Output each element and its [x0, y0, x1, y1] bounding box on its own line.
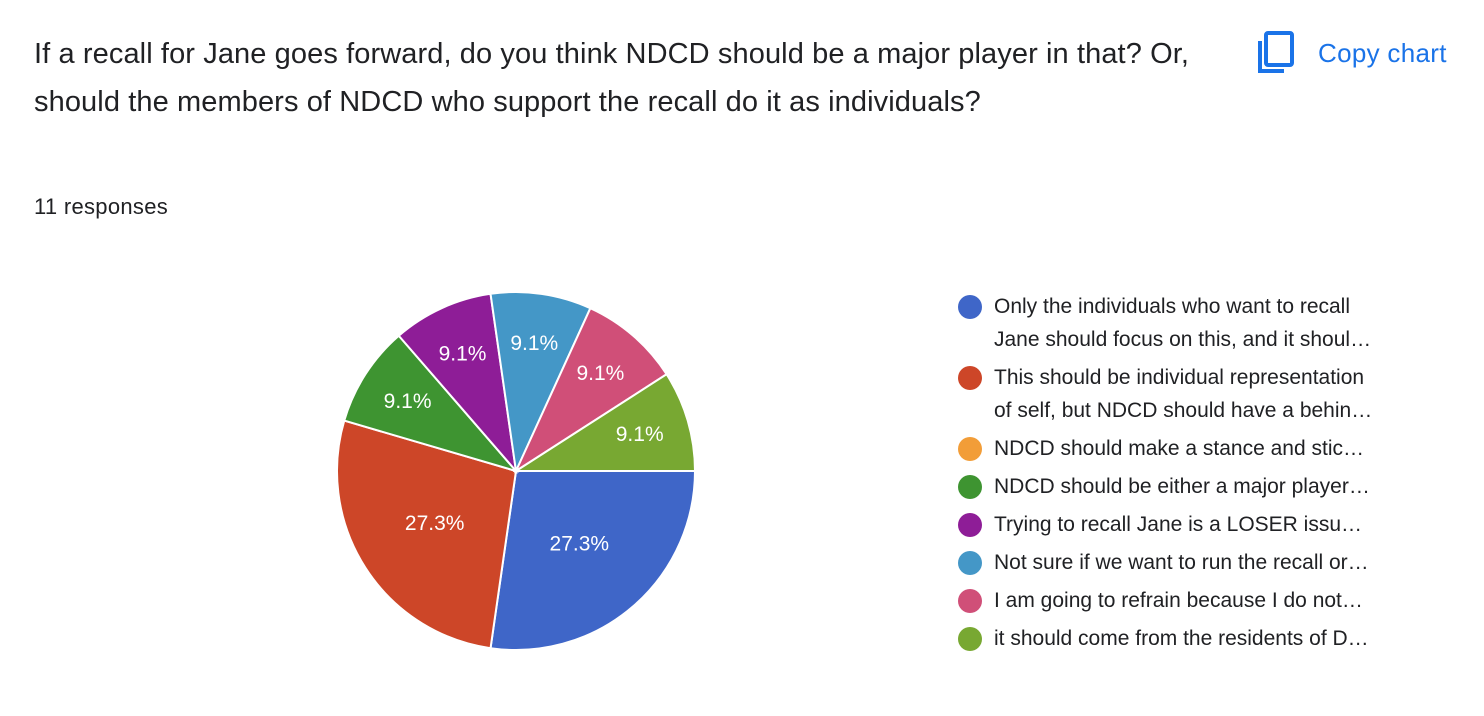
legend-swatch	[958, 295, 982, 319]
legend-item[interactable]: This should be individual representation…	[958, 361, 1438, 427]
question-title: If a recall for Jane goes forward, do yo…	[34, 38, 1190, 118]
legend-swatch	[958, 475, 982, 499]
legend-label-line: Only the individuals who want to recall	[994, 295, 1351, 318]
legend-item[interactable]: Not sure if we want to run the recall or…	[958, 546, 1438, 579]
legend-item[interactable]: NDCD should be either a major player…	[958, 470, 1438, 503]
slice-label-3: 9.1%	[384, 390, 432, 413]
pie-slice-1[interactable]	[336, 419, 518, 650]
pie-slice-3[interactable]	[343, 334, 519, 473]
legend-swatch	[958, 627, 982, 651]
response-count: 11 responses	[34, 194, 169, 219]
copy-chart-button[interactable]: Copy chart	[1250, 28, 1453, 78]
pie-chart: 27.3% 27.3% 9.1% 9.1% 9.1% 9.1% 9.1%	[336, 291, 697, 651]
chart-legend: Only the individuals who want to recall J…	[958, 290, 1438, 660]
slice-label-6: 9.1%	[576, 362, 624, 385]
legend-item[interactable]: Trying to recall Jane is a LOSER issu…	[958, 508, 1438, 541]
slice-label-1: 27.3%	[405, 512, 465, 535]
legend-label-line: This should be individual representation	[994, 366, 1365, 389]
slice-label-4: 9.1%	[439, 342, 487, 365]
slice-label-7: 9.1%	[616, 423, 664, 446]
legend-label-line: Jane should focus on this, and it shoul…	[994, 328, 1372, 351]
legend-label-line: NDCD should be either a major player…	[994, 475, 1370, 498]
legend-label-line: Trying to recall Jane is a LOSER issu…	[994, 513, 1363, 536]
legend-label: I am going to refrain because I do not…	[994, 584, 1426, 617]
legend-label: NDCD should be either a major player…	[994, 470, 1426, 503]
legend-swatch	[958, 437, 982, 461]
legend-label: Not sure if we want to run the recall or…	[994, 546, 1426, 579]
legend-label-line: NDCD should make a stance and stic…	[994, 437, 1364, 460]
legend-item[interactable]: I am going to refrain because I do not…	[958, 584, 1438, 617]
legend-label-line: it should come from the residents of D…	[994, 627, 1369, 650]
copy-icon	[1258, 31, 1294, 73]
pie-slice-4[interactable]	[397, 292, 518, 475]
legend-label-line: I am going to refrain because I do not…	[994, 589, 1363, 612]
pie-slice-0[interactable]	[489, 470, 697, 651]
copy-chart-label: Copy chart	[1318, 37, 1447, 68]
legend-label: This should be individual representation…	[994, 361, 1426, 427]
legend-item[interactable]: it should come from the residents of D…	[958, 622, 1438, 655]
legend-label: NDCD should make a stance and stic…	[994, 432, 1426, 465]
slice-label-0: 27.3%	[550, 533, 610, 556]
legend-swatch	[958, 589, 982, 613]
pie-slice-6[interactable]	[513, 306, 668, 474]
legend-label: Trying to recall Jane is a LOSER issu…	[994, 508, 1426, 541]
legend-label: Only the individuals who want to recall J…	[994, 290, 1426, 356]
pie-slice-5[interactable]	[489, 291, 592, 475]
legend-swatch	[958, 366, 982, 390]
legend-item[interactable]: NDCD should make a stance and stic…	[958, 432, 1438, 465]
legend-label: it should come from the residents of D…	[994, 622, 1426, 655]
legend-swatch	[958, 513, 982, 537]
legend-label-line: of self, but NDCD should have a behin…	[994, 399, 1373, 422]
legend-swatch	[958, 551, 982, 575]
legend-label-line: Not sure if we want to run the recall or…	[994, 551, 1369, 574]
pie-slice-7[interactable]	[512, 372, 697, 472]
slice-label-5: 9.1%	[510, 332, 558, 355]
legend-item[interactable]: Only the individuals who want to recall J…	[958, 290, 1438, 356]
